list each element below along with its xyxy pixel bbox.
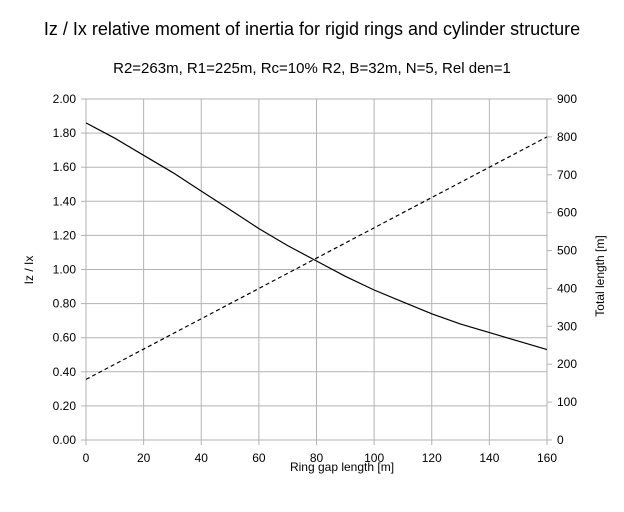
x-tick-label: 60 — [252, 451, 266, 465]
y-tick-label: 0.20 — [53, 399, 77, 413]
x-tick-label: 80 — [310, 451, 324, 465]
y2-tick-label: 200 — [557, 357, 577, 371]
y-tick-label: 0.80 — [53, 297, 77, 311]
x-tick-label: 160 — [537, 451, 557, 465]
y2-tick-label: 900 — [557, 92, 577, 106]
x-tick-label: 140 — [479, 451, 499, 465]
y-tick-label: 1.20 — [53, 228, 77, 242]
chart-subtitle: R2=263m, R1=225m, Rc=10% R2, B=32m, N=5,… — [113, 60, 511, 77]
y-tick-label: 0.40 — [53, 365, 77, 379]
total-length-line — [85, 136, 548, 380]
y2-tick-label: 700 — [557, 168, 577, 182]
y2-tick-label: 0 — [557, 433, 564, 447]
x-tick-label: 120 — [422, 451, 442, 465]
x-tick-label: 100 — [364, 451, 384, 465]
y-tick-label: 2.00 — [53, 92, 77, 106]
x-axis-label: Ring gap length [m] — [290, 460, 394, 474]
chart-title: Iz / Ix relative moment of inertia for r… — [43, 19, 581, 39]
y-tick-label: 1.80 — [53, 126, 77, 140]
y2-tick-label: 600 — [557, 206, 577, 220]
y2-tick-label: 300 — [557, 319, 577, 333]
y2-tick-label: 800 — [557, 130, 577, 144]
y-tick-label: 1.00 — [53, 263, 77, 277]
x-tick-label: 0 — [83, 451, 90, 465]
iz-ix-ratio-line — [85, 122, 548, 351]
axes: 0 20 40 60 80 100 120 140 160 0.00 0.20 0.40 0.60 0.8… — [53, 92, 578, 465]
gridlines — [81, 98, 552, 445]
y-axis-label: Iz / Ix — [22, 256, 36, 285]
plot-border — [85, 98, 548, 441]
y-tick-label: 0.00 — [53, 433, 77, 447]
x-tick-label: 20 — [137, 451, 151, 465]
y2-tick-label: 500 — [557, 244, 577, 258]
y-tick-label: 0.60 — [53, 331, 77, 345]
series-layer — [85, 122, 548, 380]
y2-tick-label: 100 — [557, 395, 577, 409]
y-tick-label: 1.60 — [53, 160, 77, 174]
y-tick-label: 1.40 — [53, 194, 77, 208]
y2-tick-label: 400 — [557, 281, 577, 295]
y2-axis-label: Total length [m] — [593, 235, 607, 316]
x-tick-label: 40 — [195, 451, 209, 465]
